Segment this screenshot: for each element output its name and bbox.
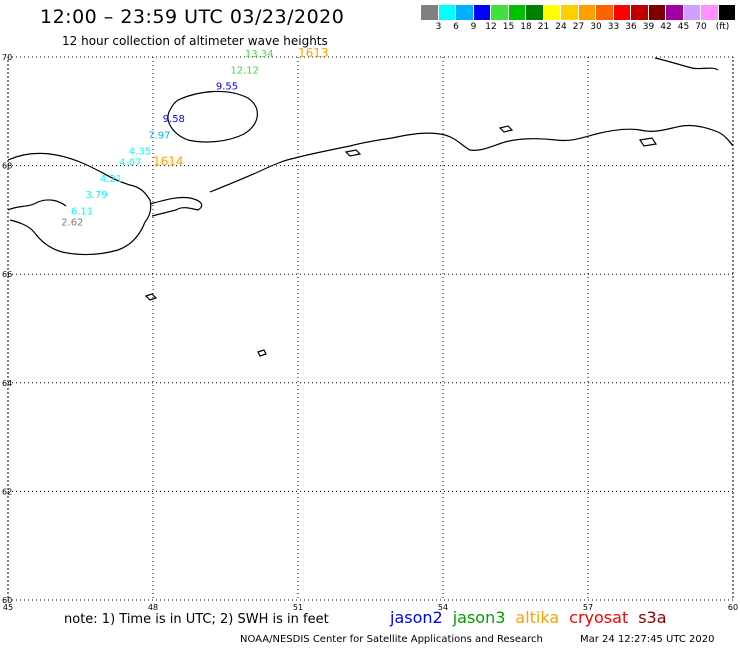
wave-height-label: 7.97 [148,130,170,141]
satellite-legend: jason2 jason3 altika cryosat s3a [390,608,667,627]
color-swatch-5 [508,5,526,20]
coastline-kola [7,152,152,256]
color-swatch-4 [491,5,509,20]
longitude-tick-label: 54 [438,603,448,612]
latitude-tick-label: 60 [2,596,12,605]
color-scale-label: 39 [642,22,655,32]
color-scale-label: 9 [470,22,477,32]
footer-note: note: 1) Time is in UTC; 2) SWH is in fe… [64,612,329,627]
color-swatch-1 [438,5,456,20]
color-swatch-3 [473,5,491,20]
wave-height-label: 2.62 [61,217,83,228]
color-scale-labels: 3 6 9 12 15 18 21 24 27 30 33 36 39 42 45 70 (ft) [421,22,740,36]
latitude-tick-label: 64 [2,379,12,388]
color-scale-label: 12 [485,22,497,32]
color-scale-bar [421,5,736,20]
wave-height-label: 3.79 [85,190,107,201]
satellite-jason2: jason2 [390,608,443,627]
latitude-tick-label: 70 [2,53,12,62]
wave-height-label: 4.07 [119,158,141,169]
latitude-tick-label: 62 [2,487,12,496]
longitude-tick-label: 45 [3,603,13,612]
wave-height-label: 6.11 [71,206,93,217]
coastline [7,57,734,357]
coastline-kola-inner [7,199,67,211]
color-swatch-10 [596,5,614,20]
color-swatch-13 [648,5,666,20]
coastline-islet-6 [638,137,658,147]
wave-height-label: 9.58 [163,114,185,125]
map-subtitle: 12 hour collection of altimeter wave hei… [62,34,328,48]
color-scale-label: 24 [555,22,567,32]
wave-height-label: 1614 [153,155,184,169]
satellite-jason3: jason3 [452,608,506,627]
longitude-tick-label: 57 [583,603,593,612]
color-scale-label: 3 [435,22,442,32]
coastline-kolguev [167,90,258,143]
color-swatch-16 [701,5,719,20]
latitude-tick-label: 66 [2,270,12,279]
longitude-tick-label: 48 [148,603,158,612]
color-swatch-7 [543,5,561,20]
color-swatch-0 [421,5,439,20]
wave-height-label: 4.21 [100,174,122,185]
satellite-cryosat: cryosat [569,608,629,627]
color-swatch-14 [666,5,684,20]
color-scale-label: 70 [695,22,707,32]
map-frame [7,56,734,601]
footer-credit: NOAA/NESDIS Center for Satellite Applica… [240,634,543,645]
longitude-tick-label: 51 [293,603,303,612]
color-scale-label: 27 [572,22,585,32]
wave-height-observations: 13.34 1613 12.12 9.55 9.58 7.97 4.354.07 1614 4.… [61,46,328,228]
satellite-s3a: s3a [638,608,667,627]
color-scale-label: 30 [590,22,602,32]
wave-height-label: 4.35 [129,147,151,158]
color-scale-label: 6 [453,22,459,32]
color-swatch-6 [526,5,544,20]
map-title: 12:00 – 23:59 UTC 03/23/2020 [40,6,345,28]
wave-height-label: 1613 [298,46,329,60]
color-scale-label: 15 [502,22,515,32]
color-scale-label: 18 [520,22,532,32]
color-swatch-15 [683,5,701,20]
coastline-islet-5 [498,125,514,133]
color-scale-label: 33 [607,22,620,32]
color-scale-label: 45 [677,22,690,32]
latitude-tick-label: 68 [2,162,12,171]
footer-timestamp: Mar 24 12:27:45 UTC 2020 [580,634,715,645]
color-scale-label: 36 [625,22,637,32]
wave-height-label: 13.34 [245,49,274,60]
wave-height-label: 9.55 [216,82,238,93]
wave-height-label: 12.12 [230,65,259,76]
satellite-altika: altika [515,608,560,627]
coastline-islet-2 [257,349,267,357]
longitude-tick-label: 60 [728,603,738,612]
color-swatch-17 [718,5,736,20]
color-scale-label: 42 [660,22,672,32]
color-scale-label: (ft) [715,22,730,32]
coastline-north [149,124,734,217]
color-swatch-2 [456,5,474,20]
coastline-islet-1 [144,293,158,301]
color-swatch-11 [613,5,631,20]
coastline-islet-4 [344,149,362,157]
color-swatch-8 [561,5,579,20]
color-scale-label: 21 [537,22,550,32]
color-swatch-12 [631,5,649,20]
color-swatch-9 [578,5,596,20]
coastline-islet-3 [654,57,719,71]
